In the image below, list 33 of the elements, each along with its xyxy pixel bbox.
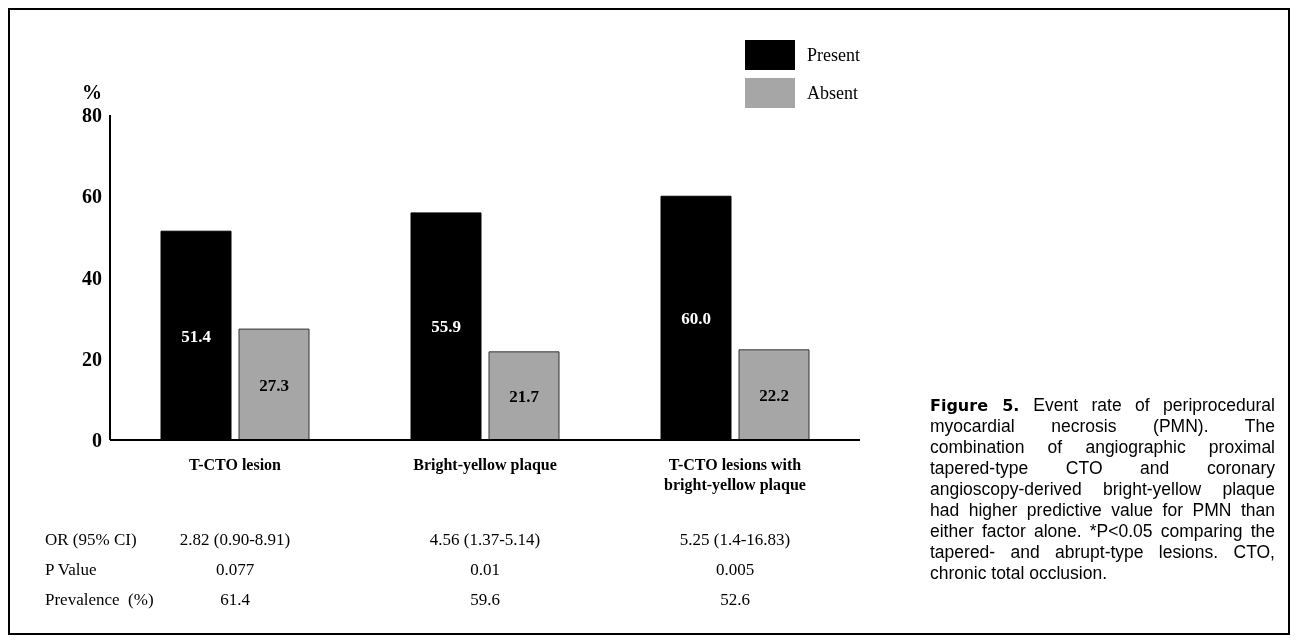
text: 0.077	[214, 560, 256, 580]
text: 5.25 (1.4-16.83)	[678, 530, 792, 550]
y-tick-label: 80	[82, 104, 102, 127]
x-tick-label: T-CTO lesions with bright-yellow plaque	[664, 456, 806, 494]
text: 0.01	[469, 560, 501, 580]
text: 52.6	[719, 590, 751, 610]
legend-label: Present	[807, 44, 860, 66]
x-tick-label: T-CTO lesion	[188, 456, 282, 473]
data-label: 60.0	[681, 309, 711, 329]
data-label: 51.4	[181, 326, 212, 346]
caption: Figure 5.	[930, 396, 1020, 415]
bar	[738, 349, 810, 440]
text: OR (95% CI)	[45, 530, 137, 549]
data-label: 21.7	[509, 386, 540, 406]
data-label: 22.2	[759, 385, 789, 405]
text: Prevalence (%)	[45, 590, 155, 610]
y-axis-title: %	[82, 81, 102, 103]
y-tick-label: 60	[82, 185, 102, 208]
text: 0.005	[714, 560, 756, 580]
y-tick-label: 40	[82, 266, 102, 289]
x-tick-label: Bright-yellow plaque	[413, 456, 557, 474]
data-label: 27.3	[259, 375, 289, 395]
data-label: 55.9	[431, 317, 461, 337]
text: 61.4	[220, 590, 250, 609]
bar	[238, 328, 310, 440]
y-tick-label: 20	[82, 347, 102, 370]
y-tick-label: 0	[92, 429, 102, 452]
text: 2.82 (0.90-8.91)	[178, 530, 292, 550]
text: P Value	[45, 560, 98, 580]
text: 59.6	[469, 590, 501, 610]
legend-label: Absent	[807, 82, 858, 104]
bar	[488, 351, 560, 440]
text: 4.56 (1.37-5.14)	[428, 530, 542, 550]
